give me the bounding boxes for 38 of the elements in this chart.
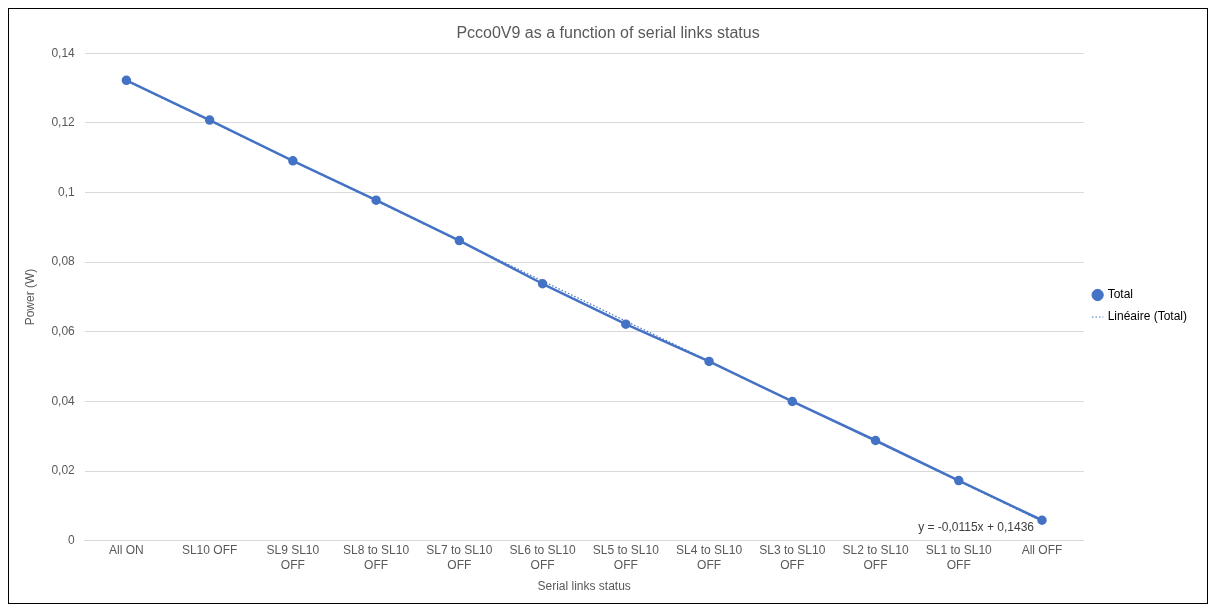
y-tick-label: 0 [68,533,76,548]
x-tick-label: SL5 to SL10 OFF [592,543,660,572]
x-tick-label: SL4 to SL10 OFF [676,543,743,572]
x-tick-label: SL9 SL10 OFF [266,543,320,572]
y-tick-label: 0,06 [51,324,76,339]
x-tick-label: SL10 OFF [181,543,238,558]
y-tick-label: 0,14 [51,45,76,60]
legend-label: Total [1107,287,1133,302]
x-tick-label: SL6 to SL10 OFF [509,543,576,572]
x-tick-label: SL8 to SL10 OFF [343,543,410,572]
point [288,156,298,166]
chart-title: Pcco0V9 as a function of serial links status [456,24,760,42]
point [621,319,631,329]
point [121,75,132,86]
y-tick-label: 0,12 [51,115,76,130]
y-tick-label: 0,1 [58,184,76,199]
point [454,235,465,246]
legend-label: Linéaire (Total) [1107,309,1187,324]
point [371,195,381,205]
point [704,356,714,367]
y-axis-title: Power (W) [22,268,37,326]
point [1037,515,1047,525]
x-tick-label: SL3 to SL10 OFF [759,543,826,572]
y-tick-label: 0,04 [51,393,76,408]
annotation: y = -0,0115x + 0,1436 [918,519,1035,534]
point [954,475,964,486]
point [537,279,548,289]
x-tick-label: All OFF [1021,543,1063,558]
x-tick-label: SL7 to SL10 OFF [426,543,493,572]
x-tick-label: SL1 to SL10 OFF [925,543,993,572]
y-tick-label: 0,02 [51,463,76,478]
y-tick-label: 0,08 [51,254,76,269]
point [204,115,215,125]
point [787,396,798,407]
x-tick-label: SL2 to SL10 OFF [842,543,909,572]
x-tick-label: All ON [109,543,144,558]
point [870,435,881,446]
x-axis-title: Serial links status [537,579,631,594]
